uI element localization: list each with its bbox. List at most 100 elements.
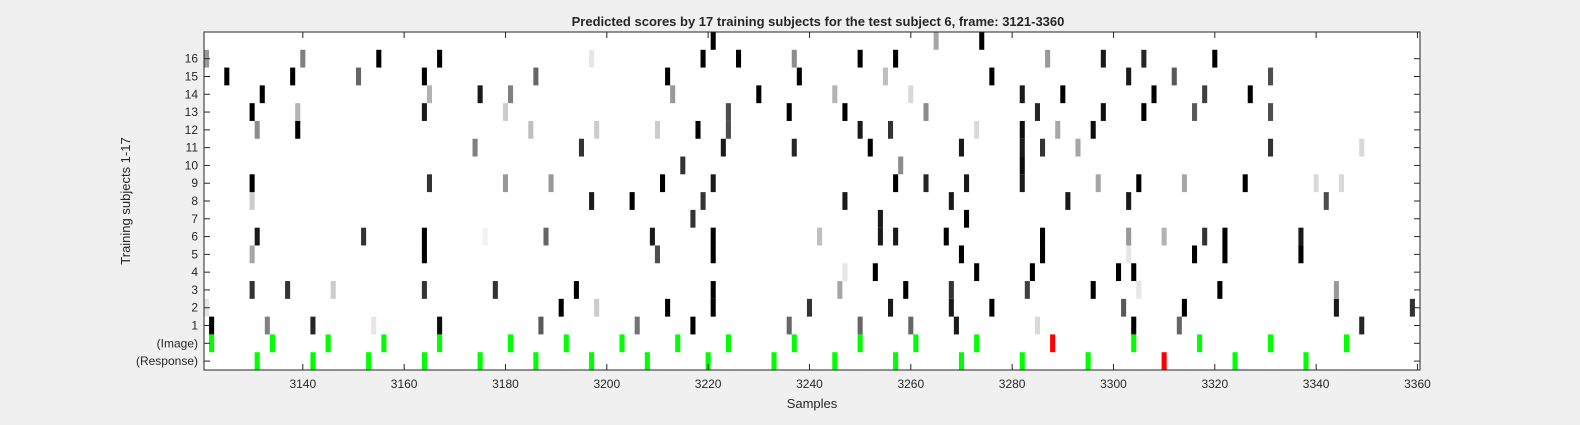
- score-cell: [1298, 245, 1304, 264]
- score-cell: [1040, 227, 1046, 246]
- score-cell: [680, 156, 686, 175]
- score-cell: [1019, 138, 1025, 157]
- score-cell: [300, 49, 306, 68]
- y-tick-label: 1: [191, 319, 198, 333]
- score-cell: [710, 245, 716, 264]
- score-cell: [842, 192, 848, 210]
- score-cell: [578, 138, 584, 157]
- score-cell: [791, 49, 797, 68]
- score-cell: [1323, 192, 1329, 210]
- score-cell: [1151, 85, 1157, 104]
- score-cell: [508, 85, 514, 104]
- image-marker: [381, 334, 387, 353]
- x-tick-label: 3220: [695, 377, 722, 391]
- score-cell: [249, 192, 255, 210]
- y-tick-label: 6: [191, 230, 198, 244]
- response-marker: [366, 352, 372, 370]
- score-cell: [1019, 85, 1025, 104]
- score-cell: [533, 67, 539, 86]
- score-cell: [974, 120, 980, 139]
- score-cell: [710, 32, 716, 50]
- score-cell: [1359, 138, 1365, 157]
- response-marker: [893, 352, 899, 370]
- score-cell: [426, 174, 432, 193]
- score-cell: [649, 227, 655, 246]
- y-tick-label: 10: [185, 158, 199, 172]
- y-tick-label: 4: [191, 265, 198, 279]
- score-cell: [356, 67, 362, 86]
- image-marker: [508, 334, 514, 353]
- score-cell: [923, 103, 929, 121]
- score-cell: [249, 281, 255, 299]
- score-cell: [421, 227, 427, 246]
- score-cell: [877, 227, 883, 246]
- score-cell: [857, 120, 863, 139]
- score-cell: [796, 67, 802, 86]
- score-cell: [964, 174, 970, 193]
- chart-title: Predicted scores by 17 training subjects…: [572, 14, 1065, 29]
- score-cell: [700, 49, 706, 68]
- score-cell: [1298, 227, 1304, 246]
- score-cell: [259, 85, 265, 104]
- score-cell: [1333, 298, 1339, 317]
- response-marker: [832, 352, 838, 370]
- y-tick-label: 8: [191, 194, 198, 208]
- y-tick-label: 3: [191, 283, 198, 297]
- score-cell: [888, 120, 894, 139]
- score-cell: [594, 298, 600, 317]
- score-cell: [1019, 174, 1025, 193]
- score-cell: [695, 120, 701, 139]
- score-cell: [482, 227, 488, 246]
- score-cell: [421, 281, 427, 299]
- score-cell: [1222, 245, 1228, 264]
- score-cell: [477, 85, 483, 104]
- score-cell: [1090, 281, 1096, 299]
- event-markers: [209, 334, 1350, 370]
- score-cell: [903, 281, 909, 299]
- x-tick-label: 3240: [796, 377, 823, 391]
- x-tick-label: 3280: [999, 377, 1026, 391]
- score-cell: [948, 298, 954, 317]
- x-tick-label: 3160: [391, 377, 418, 391]
- score-cell: [295, 120, 301, 139]
- score-cell: [665, 67, 671, 86]
- score-cell: [725, 120, 731, 139]
- score-cell: [1034, 316, 1040, 335]
- y-tick-label: 11: [186, 141, 199, 155]
- score-cell: [629, 192, 635, 210]
- score-cell: [548, 174, 554, 193]
- response-marker: [477, 352, 483, 370]
- score-cell: [1222, 227, 1228, 246]
- image-marker: [1197, 334, 1203, 353]
- score-cell: [361, 227, 367, 246]
- score-cell: [710, 298, 716, 317]
- image-marker: [857, 334, 863, 353]
- y-tick-label: 2: [191, 301, 198, 315]
- score-cell: [224, 67, 230, 86]
- score-cell: [371, 316, 377, 335]
- score-cell: [502, 103, 508, 121]
- score-cell: [1176, 316, 1182, 335]
- score-cell: [1161, 227, 1167, 246]
- score-cell: [690, 209, 696, 228]
- score-cell: [1141, 49, 1147, 68]
- image-marker: [1344, 334, 1350, 353]
- score-cell: [1202, 227, 1208, 246]
- score-cell: [1136, 281, 1142, 299]
- score-cell: [421, 67, 427, 86]
- score-cell: [725, 103, 731, 121]
- score-cell: [1338, 174, 1344, 193]
- score-cell: [254, 120, 260, 139]
- score-cell: [558, 298, 564, 317]
- score-cell: [1095, 174, 1101, 193]
- score-cell: [1126, 67, 1132, 86]
- score-cell: [1100, 103, 1106, 121]
- score-cell: [817, 227, 823, 246]
- score-cell: [1131, 263, 1137, 282]
- image-marker: [1268, 334, 1274, 353]
- score-cell: [791, 138, 797, 157]
- score-cell: [1141, 103, 1147, 121]
- plot-area: [204, 32, 1420, 370]
- score-cell: [1040, 138, 1046, 157]
